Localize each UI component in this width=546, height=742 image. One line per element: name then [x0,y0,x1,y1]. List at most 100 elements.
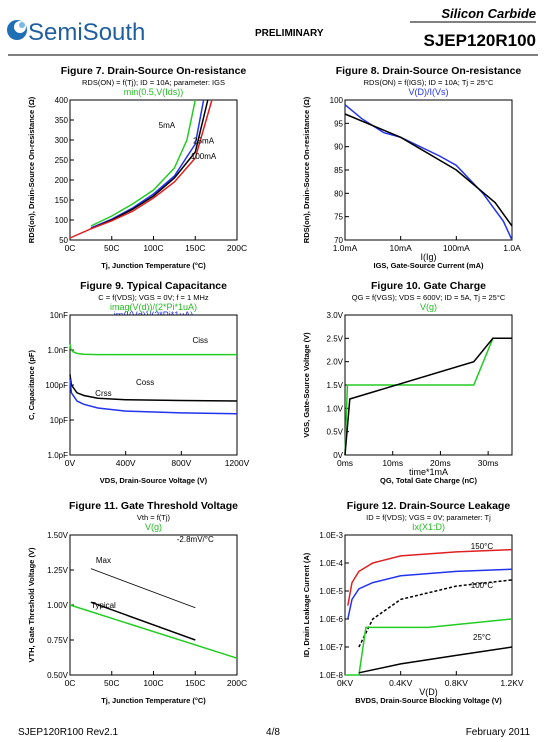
x-tick-label: 10mA [390,243,413,253]
figure-title: Figure 11. Gate Threshold Voltage [69,500,238,512]
figure-subtitle: QG = f(VGS); VDS = 600V; ID = 5A, Tj = 2… [352,293,506,302]
y-tick-label: 400 [55,96,69,105]
y-tick-label: 1.5V [327,381,344,390]
x-axis-label: IGS, Gate-Source Current (mA) [373,261,484,270]
y-tick-label: 1.0E-4 [319,559,343,568]
y-tick-label: 1.0E-5 [319,587,343,596]
x-tick-label: 0.4KV [389,678,412,688]
x-tick-label: 0.8KV [445,678,468,688]
y-tick-label: 2.5V [327,334,344,343]
x-tick-label: 100mA [443,243,470,253]
logo-text: SemiSouth [28,19,145,46]
x-tick-label: 150C [185,243,205,253]
figure-subtitle: Vth = f(Tj) [137,513,171,522]
y-tick-label: 2.0V [327,358,344,367]
figure-title: Figure 12. Drain-Source Leakage [347,500,511,512]
status: PRELIMINARY [255,28,324,39]
y-tick-label: 95 [334,119,343,128]
sim-label: V(g) [145,522,162,532]
x-tick-label: 0KV [337,678,353,688]
y-tick-label: 1.00V [47,601,69,610]
curve-label: 150°C [471,542,494,551]
x-axis-label: BVDS, Drain-Source Blocking Voltage (V) [355,696,502,705]
sim-label: V(D)/I(Vs) [409,87,449,97]
y-tick-label: 1.0E-6 [319,615,343,624]
y-tick-label: 1.0E-8 [319,671,343,680]
figure-subtitle: ID = f(VDS); VGS = 0V; parameter: Tj [366,513,491,522]
y-tick-label: 1.50V [47,531,69,540]
y-tick-label: 1.0E-7 [319,643,343,652]
x-tick-label: 200C [227,678,247,688]
x-axis-label: Tj, Junction Temperature (°C) [101,261,206,270]
x-tick-label: 150C [185,678,205,688]
figure-subtitle: RDS(ON) = f(IGS); ID = 10A; Tj = 25°C [364,78,494,87]
x-tick-label: 1.0A [503,243,521,253]
y-tick-label: 90 [334,143,343,152]
figure-title: Figure 9. Typical Capacitance [80,280,227,292]
y-tick-label: 200 [55,176,69,185]
footer-page: 4/8 [266,727,280,738]
data-line [69,374,238,402]
data-line [344,337,512,456]
x-tick-label: 1.2KV [500,678,523,688]
y-tick-label: 100pF [45,381,68,390]
y-tick-label: 100 [55,216,69,225]
footer-date: February 2011 [466,727,531,738]
y-tick-label: 1.0nF [48,346,69,355]
plot-area [69,99,238,241]
plot-area [344,99,513,241]
footer-revision: SJEP120R100 Rev2.1 [18,727,119,738]
y-tick-label: 75 [334,213,343,222]
data-line [358,579,513,648]
y-tick-label: 0.5V [327,428,344,437]
y-tick-label: 0V [333,451,343,460]
x-tick-label: 400V [116,458,136,468]
curve-label: Coss [136,378,154,387]
data-line [90,99,197,227]
y-tick-label: 85 [334,166,343,175]
curve-label: -2.8mV/°C [177,535,214,544]
curve-label: Crss [95,389,111,398]
x-tick-label: 50C [104,243,120,253]
y-axis-label: RDS(on), Drain-Source On-resistance (Ω) [27,96,36,243]
figure-title: Figure 10. Gate Charge [371,280,486,292]
sim-label: I(Ig) [420,252,436,262]
y-axis-label: VTH, Gate Threshold Voltage (V) [27,547,36,662]
data-line [69,604,238,659]
y-tick-label: 50 [59,236,68,245]
figure-subtitle: RDS(ON) = f(Tj); ID = 10A; parameter: IG… [82,78,225,87]
y-tick-label: 250 [55,156,69,165]
y-tick-label: 100 [330,96,344,105]
y-axis-label: ID, Drain Leakage Current (A) [302,552,311,657]
x-tick-label: 1200V [225,458,250,468]
data-line [69,343,237,356]
x-tick-label: 10ms [382,458,403,468]
plot-area [69,314,238,456]
y-tick-label: 70 [334,236,343,245]
x-tick-label: 30ms [478,458,499,468]
curve-label: Typical [91,601,116,610]
data-line [90,601,196,641]
x-tick-label: 100C [143,678,163,688]
figure-title: Figure 8. Drain-Source On-resistance [336,65,522,77]
y-tick-label: 10nF [50,311,68,320]
curve-label: Max [96,556,111,565]
curve-label: 100°C [471,581,494,590]
y-tick-label: 80 [334,189,343,198]
y-tick-label: 1.0E-3 [319,531,343,540]
figure-title: Figure 7. Drain-Source On-resistance [61,65,247,77]
category: Silicon Carbide [441,6,536,21]
y-tick-label: 0.50V [47,671,69,680]
x-tick-label: 50C [104,678,120,688]
data-line [347,568,513,620]
figure-subtitle: C = f(VDS); VGS = 0V; f = 1 MHz [98,293,209,302]
sim-label: Ix(X1:D) [412,522,445,532]
x-tick-label: 0C [65,678,76,688]
data-line [358,646,513,674]
y-tick-label: 300 [55,136,69,145]
y-tick-label: 150 [55,196,69,205]
sim-label: V(D) [419,687,438,697]
data-line [345,618,513,676]
